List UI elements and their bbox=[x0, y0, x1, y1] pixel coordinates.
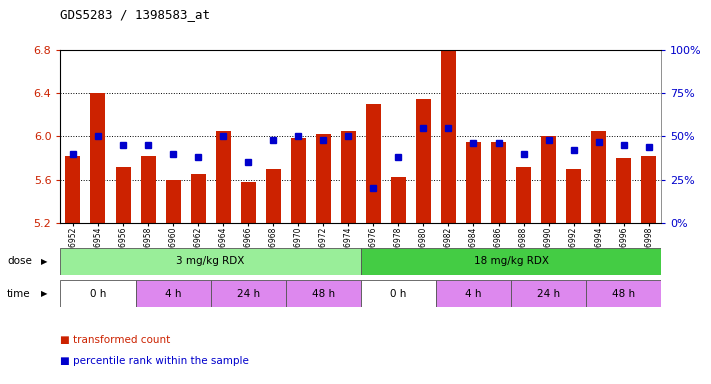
Text: ▶: ▶ bbox=[41, 257, 48, 266]
Bar bbox=[391, 177, 406, 223]
Bar bbox=[266, 169, 281, 223]
Text: 0 h: 0 h bbox=[390, 289, 407, 299]
Bar bbox=[616, 158, 631, 223]
Bar bbox=[491, 142, 506, 223]
Bar bbox=[136, 280, 210, 307]
Bar bbox=[516, 167, 531, 223]
Bar bbox=[291, 139, 306, 223]
Bar bbox=[511, 280, 586, 307]
Bar bbox=[60, 248, 361, 275]
Text: 48 h: 48 h bbox=[311, 289, 335, 299]
Bar bbox=[316, 134, 331, 223]
Bar bbox=[591, 131, 606, 223]
Text: dose: dose bbox=[7, 256, 32, 266]
Text: ■ transformed count: ■ transformed count bbox=[60, 335, 171, 345]
Text: 4 h: 4 h bbox=[165, 289, 181, 299]
Bar bbox=[115, 167, 131, 223]
Bar bbox=[60, 280, 136, 307]
Bar bbox=[416, 99, 431, 223]
Bar bbox=[366, 104, 381, 223]
Bar bbox=[641, 156, 656, 223]
Text: 4 h: 4 h bbox=[465, 289, 482, 299]
Bar bbox=[65, 156, 80, 223]
Bar bbox=[286, 280, 361, 307]
Bar bbox=[141, 156, 156, 223]
Bar bbox=[210, 280, 286, 307]
Bar bbox=[341, 131, 356, 223]
Text: time: time bbox=[7, 289, 31, 299]
Text: ▶: ▶ bbox=[41, 289, 48, 298]
Bar bbox=[436, 280, 511, 307]
Bar bbox=[466, 142, 481, 223]
Bar bbox=[586, 280, 661, 307]
Text: 24 h: 24 h bbox=[237, 289, 260, 299]
Bar bbox=[361, 248, 661, 275]
Bar bbox=[566, 169, 581, 223]
Bar bbox=[166, 180, 181, 223]
Bar bbox=[361, 280, 436, 307]
Text: 0 h: 0 h bbox=[90, 289, 106, 299]
Bar bbox=[90, 93, 105, 223]
Bar bbox=[541, 136, 556, 223]
Bar bbox=[441, 50, 456, 223]
Text: 24 h: 24 h bbox=[537, 289, 560, 299]
Text: GDS5283 / 1398583_at: GDS5283 / 1398583_at bbox=[60, 8, 210, 21]
Bar bbox=[191, 174, 205, 223]
Text: 18 mg/kg RDX: 18 mg/kg RDX bbox=[474, 256, 548, 266]
Bar bbox=[215, 131, 230, 223]
Text: ■ percentile rank within the sample: ■ percentile rank within the sample bbox=[60, 356, 250, 366]
Bar bbox=[241, 182, 256, 223]
Text: 48 h: 48 h bbox=[612, 289, 635, 299]
Text: 3 mg/kg RDX: 3 mg/kg RDX bbox=[176, 256, 245, 266]
